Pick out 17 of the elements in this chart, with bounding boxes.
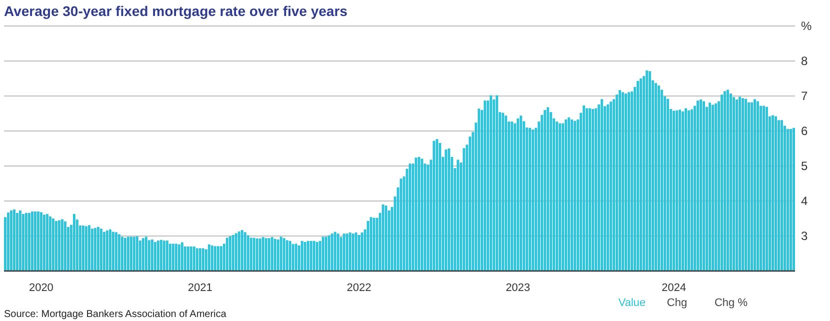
y-tick-label: % (801, 19, 812, 34)
y-tick-label: 6 (801, 124, 808, 138)
y-tick-label: 5 (801, 159, 808, 174)
text: Chg % (714, 297, 748, 309)
x-tick-label: 2022 (346, 282, 372, 294)
x-tick-label: 2024 (662, 282, 686, 294)
y-tick-label: 3 (801, 229, 808, 244)
x-tick-label: 2023 (506, 282, 530, 294)
x-tick-label: 2021 (188, 282, 212, 294)
source-note: Source: Mortgage Bankers Association of America (4, 309, 227, 320)
text: Chg (666, 297, 688, 309)
text: Value (618, 297, 646, 309)
y-tick-label: 8 (801, 54, 808, 68)
y-tick-label: 4 (801, 194, 808, 208)
chart-title: Average 30-year fixed mortgage rate over five years (4, 3, 348, 19)
y-tick-label: 7 (801, 89, 808, 104)
x-tick-label: 2020 (28, 282, 54, 294)
